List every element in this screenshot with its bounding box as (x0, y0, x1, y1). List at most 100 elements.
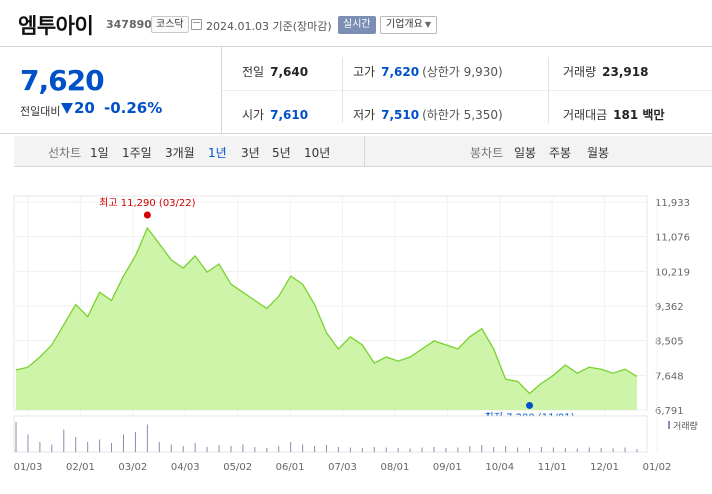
calendar-icon (191, 19, 202, 30)
open-value: 7,610 (270, 108, 309, 122)
x-tick-label: 09/01 (433, 462, 462, 473)
volume-bar (170, 444, 172, 452)
volume-bar (158, 442, 160, 452)
chart-period-bar: 선차트 1일 1주일 3개월 1년 3년 5년 10년 봉차트 일봉 주봉 월봉 (14, 136, 712, 167)
y-tick-label: 11,076 (655, 233, 690, 244)
price-chart[interactable]: 11,933 11,076 10,219 9,362 8,505 7,648 6,791 01… (0, 188, 712, 494)
volume-bar (349, 447, 351, 452)
volume-bar (254, 447, 256, 452)
column-divider (342, 57, 343, 123)
column-divider (548, 57, 549, 123)
volume-bar (194, 443, 196, 452)
bar-divider (364, 136, 365, 167)
min-point (526, 401, 534, 409)
volume-bar (242, 444, 244, 452)
period-10y[interactable]: 10년 (304, 146, 331, 160)
candle-chart-label: 봉차트 (470, 146, 504, 160)
volume-value: 23,918 (602, 65, 649, 79)
y-tick-label: 7,648 (655, 371, 684, 382)
low-stat: 저가 7,510 (하한가 5,350) (353, 106, 503, 123)
volume-bar (337, 447, 339, 452)
volume-bar (588, 447, 590, 452)
x-tick-label: 05/02 (223, 462, 252, 473)
volume-bar (385, 447, 387, 452)
period-1w[interactable]: 1주일 (122, 146, 152, 160)
x-tick-label: 02/01 (66, 462, 95, 473)
stock-name: 엠투아이 (18, 14, 94, 38)
volume-area (13, 415, 648, 453)
volume-bar (278, 446, 280, 452)
market-badge: 코스닥 (151, 16, 189, 33)
volume-bar (302, 444, 304, 452)
company-overview-label: 기업개요 (386, 19, 423, 30)
volume-bar (493, 447, 495, 452)
price-summary: 7,620 전일대비 20 -0.26% 전일 7,640 시가 7,610 고가 7… (0, 46, 712, 134)
volume-bar (111, 443, 113, 452)
volume-bar (612, 448, 614, 452)
change-rate: -0.26% (104, 99, 163, 117)
volume-bar (409, 448, 411, 452)
y-tick-label: 9,362 (655, 302, 684, 313)
volume-bar (373, 447, 375, 452)
high-value: 7,620 (381, 65, 420, 79)
change-label: 전일대비 (20, 105, 61, 118)
volume-bar (576, 448, 578, 452)
candle-weekly[interactable]: 주봉 (549, 146, 572, 160)
volume-bar (206, 447, 208, 452)
prev-close-stat: 전일 7,640 (242, 63, 308, 80)
candle-monthly[interactable]: 월봉 (587, 146, 610, 160)
volume-bar (15, 422, 17, 452)
x-tick-label: 03/02 (118, 462, 147, 473)
volume-bar (636, 449, 638, 452)
period-1d[interactable]: 1일 (90, 146, 109, 160)
high-stat: 고가 7,620 (상한가 9,930) (353, 63, 503, 80)
volume-legend-swatch (668, 421, 670, 429)
period-3m[interactable]: 3개월 (165, 146, 195, 160)
volume-bar (99, 439, 101, 452)
x-tick-label: 06/01 (276, 462, 305, 473)
volume-bar (624, 447, 626, 452)
volume-bar (505, 446, 507, 452)
low-label: 저가 (353, 108, 376, 122)
volume-bar (397, 448, 399, 452)
period-1y[interactable]: 1년 (208, 146, 227, 160)
lower-limit: (하한가 5,350) (422, 108, 503, 122)
price-line (15, 226, 638, 395)
volume-bar (517, 447, 519, 452)
volume-bar (266, 448, 268, 452)
period-5y[interactable]: 5년 (272, 146, 291, 160)
reference-date: 2024.01.03 기준(장마감) (206, 20, 332, 33)
x-tick-label: 08/01 (381, 462, 410, 473)
volume-bar (457, 447, 459, 452)
live-badge[interactable]: 실시간 (338, 16, 376, 34)
volume-bar (134, 432, 136, 452)
prev-close-label: 전일 (242, 65, 265, 79)
volume-bar (122, 434, 124, 452)
x-tick-label: 10/04 (485, 462, 514, 473)
x-tick-label: 11/01 (538, 462, 567, 473)
amount-label: 거래대금 (563, 108, 608, 122)
volume-bar (63, 429, 65, 452)
volume-bar (552, 447, 554, 452)
y-tick-label: 6,791 (655, 406, 684, 417)
volume-bar (481, 445, 483, 452)
volume-bar (445, 448, 447, 452)
volume-bar (51, 444, 53, 452)
volume-bar (326, 445, 327, 452)
volume-bar (540, 447, 542, 452)
volume-stat: 거래량 23,918 (563, 63, 648, 80)
stock-code: 347890 (106, 18, 152, 31)
x-tick-label: 01/02 (643, 462, 672, 473)
volume-bar (218, 445, 220, 452)
row-divider (222, 90, 712, 91)
max-point (143, 211, 151, 219)
volume-label: 거래량 (563, 65, 597, 79)
company-overview-button[interactable]: 기업개요 ▼ (380, 16, 437, 34)
change-value: 20 (74, 99, 95, 117)
volume-bar (564, 448, 566, 452)
chevron-down-icon: ▼ (424, 20, 431, 29)
candle-daily[interactable]: 일봉 (514, 146, 537, 160)
volume-bar (361, 448, 363, 452)
x-tick-label: 12/01 (590, 462, 619, 473)
period-3y[interactable]: 3년 (241, 146, 260, 160)
